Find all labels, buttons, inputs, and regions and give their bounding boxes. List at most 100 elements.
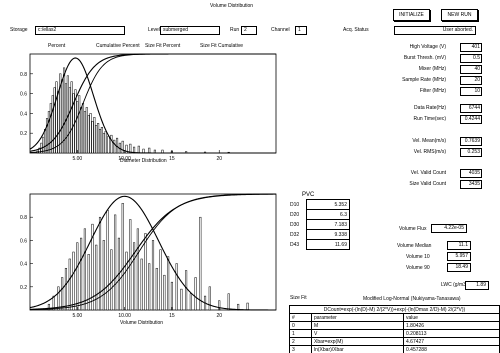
histogram-bar (42, 136, 45, 154)
storage-label: Storage (10, 27, 28, 33)
pvc-row: D10 5.352 (288, 199, 350, 210)
table-row: 1 V 0.208113 (289, 329, 500, 338)
legend-fit-percent: Size Fit Percent (145, 43, 181, 49)
histogram-bar (72, 251, 75, 311)
level-field[interactable]: submerged (160, 26, 220, 35)
legend-fit-cumulative: Size Fit Cumulative (200, 43, 243, 49)
histogram-bar (52, 295, 55, 311)
settings-label: Burst Thresh. (mV) (403, 55, 446, 61)
histogram-bar (91, 223, 94, 311)
histogram-bar (107, 135, 110, 154)
cell-index: 1 (289, 329, 312, 338)
histogram-bar (45, 118, 49, 154)
new-run-button[interactable]: NEW RUN (441, 9, 478, 21)
histogram-bar (95, 125, 98, 154)
legend-percent: Percent (48, 43, 66, 49)
settings-value-field[interactable]: 40 (460, 65, 482, 74)
size-fit-formula: DCount=exp(-(ln(D)-M) 2/(2*V))+exp(-(ln(… (288, 305, 500, 314)
histogram-bar (83, 228, 86, 311)
histogram-bar (76, 101, 79, 154)
pvc-row-label: D32 (290, 231, 300, 238)
window-title: Volume Distribution (210, 3, 254, 9)
cell-index: 0 (289, 321, 312, 330)
histogram-bar (137, 145, 140, 154)
histogram-bar (53, 87, 56, 154)
histogram-bar (180, 288, 183, 311)
histogram-bar (89, 113, 92, 154)
diameter-distribution-chart: Percent Cumulative Percent Size Fit Perc… (20, 43, 277, 164)
histogram-bar (163, 274, 166, 311)
velocities-label: Vel. RMS(m/s) (413, 149, 446, 155)
histogram-bar (121, 203, 124, 311)
histogram-bar (57, 286, 60, 311)
acq-status-label: Acq. Status (343, 27, 369, 33)
y-tick-label: 0.6 (20, 92, 27, 98)
pvc-row: D43 11.69 (288, 239, 350, 250)
histogram-bar (129, 143, 132, 154)
storage-field[interactable]: c:/ellas2 (35, 26, 125, 35)
x-axis-title: Diameter Distribution (120, 158, 167, 164)
histogram-bar (102, 132, 105, 154)
size-fit-cumulative-curve (29, 193, 276, 311)
x-tick-label: 10.00 (118, 156, 131, 162)
pvc-row-label: D30 (290, 221, 300, 228)
histogram-bar (110, 134, 113, 154)
y-tick-label: 0.8 (20, 72, 27, 78)
volume-distribution-chart: 0.2 0.4 0.6 0.8 5.00 10.00 15 20 Volume Distri… (20, 193, 277, 326)
y-tick-label: 0.4 (20, 262, 27, 268)
x-tick-label: 15 (169, 313, 175, 319)
histogram-bar (208, 286, 211, 311)
pvc-title: PVC (302, 192, 315, 198)
volume-flux-field: 4.22e-05 (431, 224, 467, 233)
column-header-parameter: parameter (311, 313, 404, 322)
x-tick-label: 15 (169, 156, 175, 162)
histogram-bar (63, 67, 66, 154)
cell-param: ln(Xbar)/Xbar (311, 345, 404, 353)
settings-label: Filter (MHz) (419, 88, 446, 94)
histogram-bar (170, 281, 173, 311)
volume-median-field: 11.1 (447, 241, 471, 250)
run-field[interactable]: 2 (241, 26, 257, 35)
x-tick-label: 10.00 (118, 313, 131, 319)
histogram-bar (100, 127, 103, 154)
histogram-bar (106, 209, 109, 311)
cell-index: 3 (289, 345, 312, 353)
lwc-label: LWC (g/m3) (441, 282, 468, 288)
histogram-bar (246, 302, 249, 311)
volume-10-field: 5.957 (447, 252, 471, 261)
velocities-value-field: 0.7639 (460, 137, 482, 146)
histogram-bar (227, 293, 230, 311)
settings-label: Mixer (MHz) (418, 66, 446, 72)
pvc-row: D30 7.183 (288, 219, 350, 230)
histogram-bar (189, 293, 192, 311)
settings-value-field[interactable]: 10 (460, 87, 482, 96)
pvc-row-label: D10 (290, 201, 300, 208)
y-tick-label: 0.8 (20, 215, 27, 221)
histogram-bar (44, 128, 47, 154)
volume-90-label: Volume 90 (406, 265, 430, 271)
histogram-bar (91, 121, 94, 154)
settings-value-field[interactable]: 0.5 (460, 54, 482, 63)
volume-90-field: 18.49 (447, 263, 471, 272)
pvc-table: D10 5.352 D20 6.3 D30 7.183 D32 9.338 D43 11.69 (288, 199, 350, 250)
acq-status-field: User aborted. (394, 26, 476, 35)
settings-label: High Voltage (V) (409, 44, 446, 50)
histogram-bar (59, 73, 62, 154)
rates-value-field: 0.4244 (460, 115, 482, 124)
histogram-bar (47, 303, 50, 311)
histogram-bar (140, 258, 143, 311)
channel-field[interactable]: 1 (295, 26, 307, 35)
histogram-bar (55, 81, 58, 154)
histogram-bar (194, 277, 197, 311)
settings-value-field[interactable]: 20 (460, 76, 482, 85)
level-label: Level (148, 27, 160, 33)
counts-value-field: 4035 (460, 169, 482, 178)
histogram-bar (167, 256, 170, 311)
histogram-bar (102, 240, 105, 311)
histogram-bar (159, 249, 162, 311)
histogram-bar (95, 244, 98, 311)
histogram-bar (85, 107, 88, 154)
settings-value-field[interactable]: 401 (460, 43, 482, 52)
initialize-button[interactable]: INITIALIZE (393, 9, 430, 21)
size-fit-percent-curve (29, 57, 276, 154)
